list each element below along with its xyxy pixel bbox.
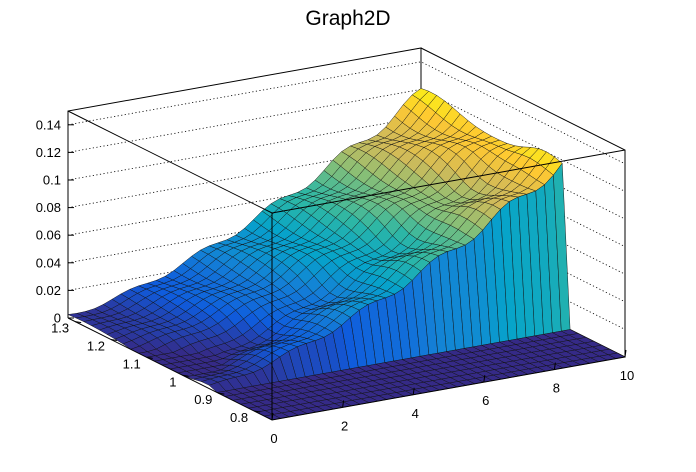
surface-plot <box>67 88 626 421</box>
x-tick-label: 10 <box>620 368 634 383</box>
top-front-edges <box>67 110 626 214</box>
z-gridline <box>67 144 626 247</box>
y-tick-label: 1.2 <box>87 338 105 353</box>
z-gridline <box>67 116 626 220</box>
x-tick <box>553 362 556 370</box>
y-tick <box>146 356 153 359</box>
axes: 0 0.02 0.04 0.06 0.08 0.1 0.12 0.14 0 2 4 6 8 10 0.8 0.… <box>36 117 635 446</box>
y-tick <box>75 321 82 324</box>
x-tick-label: 4 <box>412 406 419 421</box>
z-tick-label: 0.08 <box>36 200 61 215</box>
chart-title: Graph2D <box>305 7 390 30</box>
y-tick-label: 1.1 <box>123 356 141 371</box>
x-tick-label: 6 <box>482 393 489 408</box>
z-gridline <box>67 61 626 165</box>
z-tick-label: 0.12 <box>36 145 61 160</box>
z-gridline <box>67 199 626 303</box>
y-tick <box>218 392 225 395</box>
z-tick-label: 0.14 <box>36 117 61 132</box>
y-tick-label: 1 <box>169 374 176 389</box>
z-gridline <box>67 88 626 192</box>
x-tick-label: 0 <box>270 431 277 446</box>
z-tick-label: 0 <box>54 311 61 326</box>
y-tick <box>254 410 261 413</box>
y-tick-label: 0.8 <box>230 410 248 425</box>
x-tick-label: 2 <box>341 418 348 433</box>
x-tick-label: 8 <box>553 381 560 396</box>
z-tick-label: 0.1 <box>43 173 61 188</box>
y-tick <box>110 338 118 341</box>
x-tick <box>483 375 486 383</box>
y-tick-label: 0.9 <box>194 392 212 407</box>
z-tick-label: 0.04 <box>36 255 61 270</box>
z-tick-label: 0.02 <box>36 283 61 298</box>
x-tick <box>342 400 345 408</box>
x-tick <box>412 387 415 395</box>
z-tick-label: 0.06 <box>36 228 61 243</box>
x-tick <box>271 412 274 421</box>
x-tick <box>624 349 627 358</box>
y-tick <box>182 374 189 377</box>
z-gridline <box>67 171 626 275</box>
y-tick-label: 1.3 <box>51 321 69 336</box>
